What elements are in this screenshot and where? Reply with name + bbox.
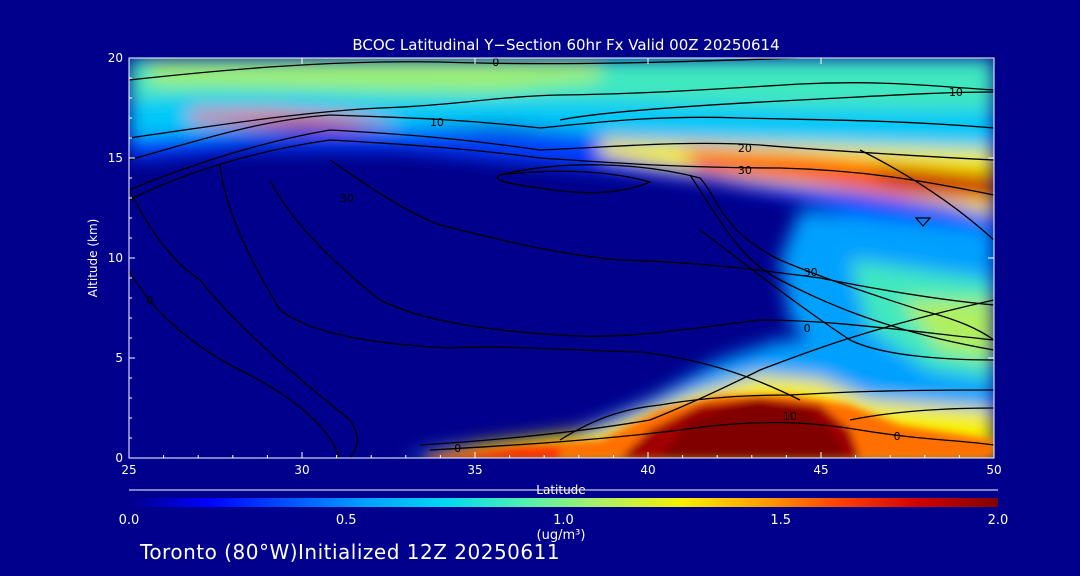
contour-label: 30 bbox=[340, 192, 354, 205]
contour-label: 10 bbox=[949, 86, 963, 99]
contour-label: 0 bbox=[804, 322, 811, 335]
y-tick-label: 5 bbox=[115, 351, 123, 365]
plot-area bbox=[129, 58, 994, 458]
contour-marker bbox=[914, 217, 932, 227]
y-axis-label: Altitude (km) bbox=[86, 219, 100, 298]
footer-location: Toronto (80°W) bbox=[140, 540, 299, 564]
contour-label: 30 bbox=[738, 164, 752, 177]
x-tick-label: 40 bbox=[640, 463, 655, 477]
colorbar-tick-label: 2.0 bbox=[988, 513, 1009, 528]
colorbar bbox=[129, 498, 998, 507]
x-tick-label: 30 bbox=[294, 463, 309, 477]
y-axis: 0 5 10 15 20 bbox=[108, 51, 994, 465]
x-axis: 25 30 35 40 45 50 bbox=[121, 58, 1002, 477]
colorbar-tick-label: 1.5 bbox=[770, 513, 791, 528]
contour-label: 0 bbox=[492, 56, 499, 69]
contour-label: 0 bbox=[894, 430, 901, 443]
colorbar-tick-label: 0.5 bbox=[336, 513, 357, 528]
colorbar-tick-label: 1.0 bbox=[553, 513, 574, 528]
chart-title: BCOC Latitudinal Y−Section 60hr Fx Valid… bbox=[352, 36, 779, 54]
contour-label: 10 bbox=[430, 116, 444, 129]
x-tick-label: 35 bbox=[467, 463, 482, 477]
y-tick-label: 10 bbox=[108, 251, 123, 265]
contour-label: 10 bbox=[783, 410, 797, 423]
y-tick-label: 15 bbox=[108, 151, 123, 165]
x-tick-label: 25 bbox=[121, 463, 136, 477]
colorbar-ticks: 0.0 0.5 1.0 1.5 2.0 bbox=[119, 513, 1009, 528]
y-tick-label: 20 bbox=[108, 51, 123, 65]
contour-labels: 0 10 10 20 30 30 30 0 0 10 0 0 bbox=[146, 56, 963, 455]
contour-label: 0 bbox=[454, 442, 461, 455]
contour-label: 20 bbox=[738, 142, 752, 155]
x-tick-label: 50 bbox=[986, 463, 1001, 477]
contour-label: 0 bbox=[146, 294, 153, 307]
colorbar-tick-label: 0.0 bbox=[119, 513, 140, 528]
x-tick-label: 45 bbox=[813, 463, 828, 477]
contour-label: 30 bbox=[804, 266, 818, 279]
y-tick-label: 0 bbox=[115, 451, 123, 465]
footer: Toronto (80°W)Initialized 12Z 20250611 bbox=[140, 540, 560, 564]
contour-lines bbox=[129, 58, 994, 458]
footer-initialized: Initialized 12Z 20250611 bbox=[298, 540, 561, 564]
colorbar-unit-label: (ug/m³) bbox=[537, 528, 586, 543]
